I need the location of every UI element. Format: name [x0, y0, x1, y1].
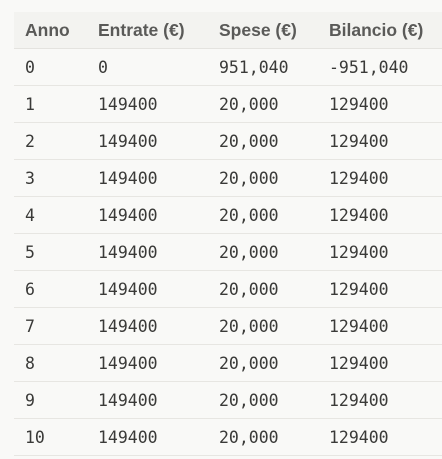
cell-spese: 20,000 [208, 418, 318, 456]
cell-anno: 6 [14, 270, 87, 308]
table-row: 1 149400 20,000 129400 [14, 85, 442, 123]
table-row: 2 149400 20,000 129400 [14, 122, 442, 160]
table-row: 10 149400 20,000 129400 [14, 418, 442, 456]
cell-bilancio: 129400 [318, 159, 442, 197]
cell-entrate: 149400 [87, 122, 208, 160]
table-row: 5 149400 20,000 129400 [14, 233, 442, 271]
cell-entrate: 149400 [87, 85, 208, 123]
cell-entrate: 149400 [87, 418, 208, 456]
header-entrate: Entrate (€) [87, 12, 208, 49]
cell-entrate: 149400 [87, 307, 208, 345]
cell-spese: 20,000 [208, 85, 318, 123]
cell-entrate: 149400 [87, 233, 208, 271]
cell-spese: 20,000 [208, 196, 318, 234]
cell-anno: 9 [14, 381, 87, 419]
cell-spese: 20,000 [208, 270, 318, 308]
cell-anno: 3 [14, 159, 87, 197]
table-row: 8 149400 20,000 129400 [14, 344, 442, 382]
cell-bilancio: 129400 [318, 418, 442, 456]
cell-bilancio: 129400 [318, 381, 442, 419]
cell-bilancio: 129400 [318, 122, 442, 160]
cell-bilancio: 129400 [318, 196, 442, 234]
cell-anno: 10 [14, 418, 87, 456]
cell-anno: 5 [14, 233, 87, 271]
cell-entrate: 149400 [87, 381, 208, 419]
cell-bilancio: -951,040 [318, 48, 442, 86]
table-row: 6 149400 20,000 129400 [14, 270, 442, 308]
cell-spese: 20,000 [208, 344, 318, 382]
cell-entrate: 149400 [87, 344, 208, 382]
table-row: 0 0 951,040 -951,040 [14, 48, 442, 86]
cell-anno: 7 [14, 307, 87, 345]
cell-entrate: 149400 [87, 159, 208, 197]
cell-spese: 20,000 [208, 307, 318, 345]
cell-anno: 2 [14, 122, 87, 160]
cell-entrate: 149400 [87, 270, 208, 308]
cell-spese: 20,000 [208, 122, 318, 160]
table-header: Anno Entrate (€) Spese (€) Bilancio (€) [14, 12, 442, 49]
cell-anno: 0 [14, 48, 87, 86]
data-table-container: Anno Entrate (€) Spese (€) Bilancio (€) … [14, 12, 442, 456]
cell-anno: 8 [14, 344, 87, 382]
cell-bilancio: 129400 [318, 344, 442, 382]
cashflow-table: Anno Entrate (€) Spese (€) Bilancio (€) … [14, 12, 442, 456]
cell-entrate: 149400 [87, 196, 208, 234]
table-row: 9 149400 20,000 129400 [14, 381, 442, 419]
cell-anno: 1 [14, 85, 87, 123]
cell-spese: 20,000 [208, 233, 318, 271]
cell-spese: 951,040 [208, 48, 318, 86]
cell-spese: 20,000 [208, 159, 318, 197]
header-anno: Anno [14, 12, 87, 49]
cell-spese: 20,000 [208, 381, 318, 419]
cell-entrate: 0 [87, 48, 208, 86]
table-row: 7 149400 20,000 129400 [14, 307, 442, 345]
cell-bilancio: 129400 [318, 307, 442, 345]
header-spese: Spese (€) [208, 12, 318, 49]
table-row: 4 149400 20,000 129400 [14, 196, 442, 234]
header-row: Anno Entrate (€) Spese (€) Bilancio (€) [14, 12, 442, 49]
table-body: 0 0 951,040 -951,040 1 149400 20,000 129… [14, 48, 442, 456]
table-row: 3 149400 20,000 129400 [14, 159, 442, 197]
cell-bilancio: 129400 [318, 85, 442, 123]
cell-anno: 4 [14, 196, 87, 234]
header-bilancio: Bilancio (€) [318, 12, 442, 49]
cell-bilancio: 129400 [318, 233, 442, 271]
cell-bilancio: 129400 [318, 270, 442, 308]
